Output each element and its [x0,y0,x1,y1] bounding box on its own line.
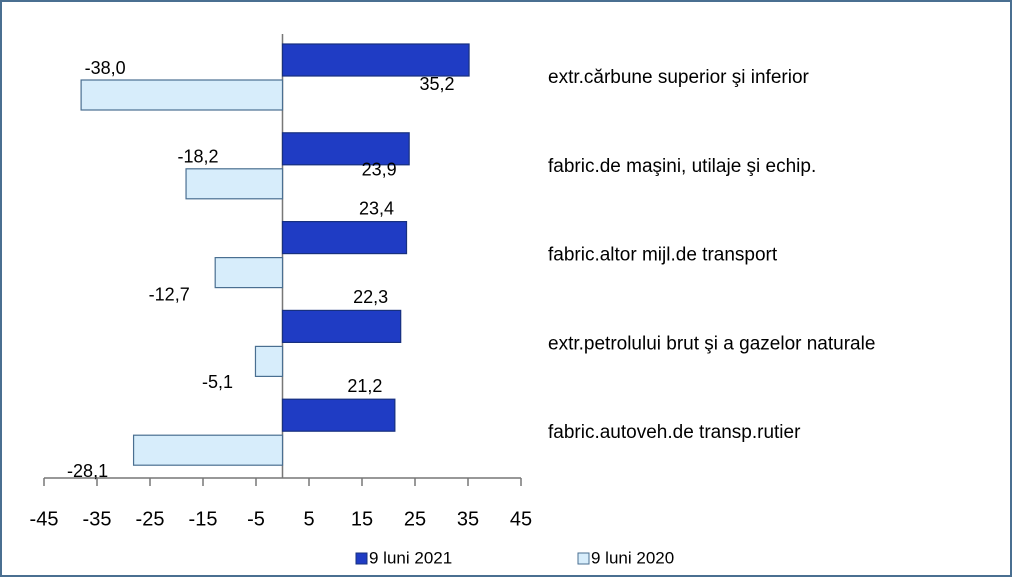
bar [214,257,284,289]
bar [281,309,402,343]
value-label: 22,3 [353,287,388,307]
x-tick-label: 5 [303,508,314,530]
bar [281,398,396,432]
x-tick-label: -25 [136,508,165,530]
legend-swatch [355,552,368,565]
x-tick-label: 25 [404,508,426,530]
value-label: -5,1 [202,372,233,392]
category-label: fabric.altor mijl.de transport [548,245,778,266]
legend-swatch [577,552,590,565]
legend-label: 9 luni 2020 [591,548,674,567]
x-tick-label: -5 [247,508,265,530]
value-label: 21,2 [347,376,382,396]
value-label: -28,1 [67,461,108,481]
bar [185,168,284,200]
bar [254,345,284,377]
value-label: -18,2 [178,147,219,167]
value-label: -12,7 [149,284,190,304]
bar [281,132,410,166]
x-tick-label: 15 [351,508,373,530]
bar [80,79,284,111]
bar [281,221,408,255]
x-tick-label: -45 [30,508,59,530]
x-tick-label: 45 [510,508,532,530]
value-label: 23,9 [362,160,397,180]
value-label: -38,0 [85,58,126,78]
value-label: 35,2 [420,74,455,94]
category-label: extr.petrolului brut şi a gazelor natura… [548,333,875,354]
category-label: fabric.de maşini, utilaje şi echip. [548,156,816,177]
x-tick-label: -15 [189,508,218,530]
x-tick-label: -35 [83,508,112,530]
category-label: fabric.autoveh.de transp.rutier [548,422,801,443]
x-tick-label: 35 [457,508,479,530]
bar [281,43,470,77]
legend-label: 9 luni 2021 [369,548,452,567]
category-label: extr.cărbune superior şi inferior [548,67,810,88]
bar [132,434,284,466]
value-label: 23,4 [359,198,394,218]
